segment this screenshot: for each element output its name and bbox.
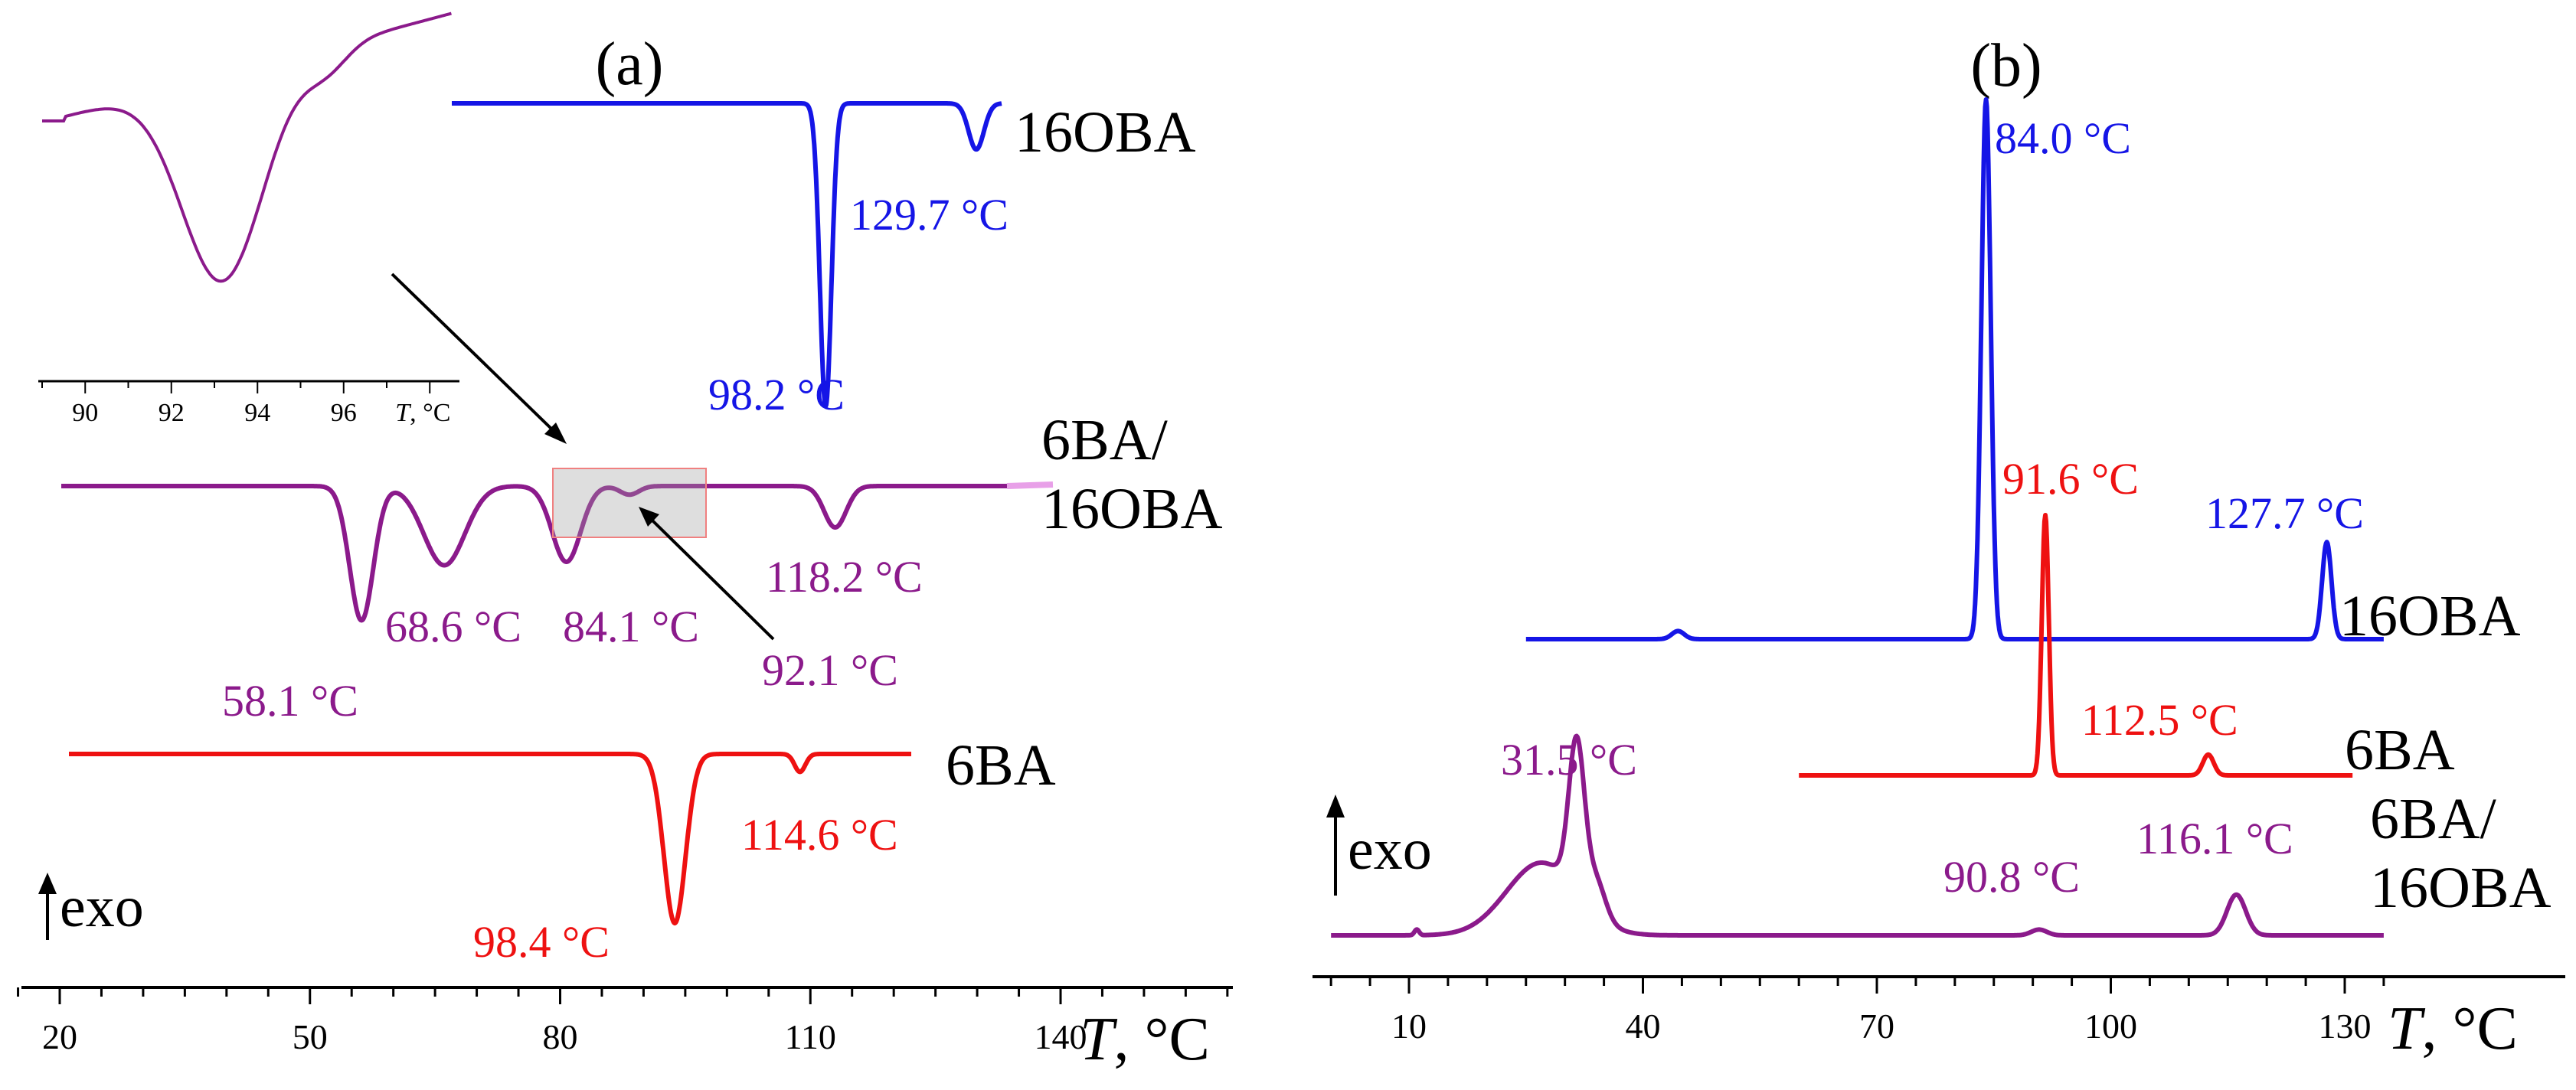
inset-tick-label-96: 96 (331, 399, 357, 427)
inset-pointer-head (544, 423, 567, 444)
peak-label-6ba-16oba-4: 118.2 °C (766, 552, 923, 602)
inset-pointer-line (391, 272, 554, 432)
x-axis-title-b: T, °C (2388, 995, 2518, 1062)
peak-label-b-16oba-0: 84.0 °C (1995, 113, 2131, 163)
x-axis-title: T, °C (1080, 1006, 1210, 1073)
curve-6ba (67, 752, 913, 925)
peak-label-6ba-1: 114.6 °C (741, 810, 898, 860)
series-name-6ba-16oba-1: 16OBA (1041, 477, 1223, 541)
exo-arrow-head-b (1326, 795, 1345, 818)
exo-label: exo (60, 875, 144, 939)
curve-6ba-16oba (60, 484, 1008, 623)
inset-tick-label-90: 90 (72, 399, 98, 427)
peak-label-b-16oba-1: 127.7 °C (2205, 488, 2364, 538)
peak-label-b-6ba-16oba-1: 90.8 °C (1943, 852, 2080, 902)
exo-label-b: exo (1348, 818, 1432, 882)
curve-16oba (449, 101, 1004, 409)
x-tick-label-20: 20 (42, 1017, 77, 1056)
curve-b-6ba-16oba (1329, 733, 2385, 938)
series-name-b-16oba-0: 16OBA (2339, 584, 2521, 648)
peak-label-16oba-0: 98.2 °C (708, 370, 845, 419)
x-tick-label-b-100: 100 (2084, 1007, 2137, 1046)
inset-tick-label-94: 94 (244, 399, 270, 427)
peak-label-6ba-16oba-1: 68.6 °C (385, 602, 521, 651)
exo-arrow-head (38, 873, 57, 894)
series-name-6ba-0: 6BA (946, 733, 1056, 798)
peak-label-6ba-16oba-3: 92.1 °C (762, 645, 898, 695)
inset-tick-label-92: 92 (159, 399, 185, 427)
x-tick-label-b-130: 130 (2319, 1007, 2372, 1046)
panel-b: 10 40 70 100 130 T, °C (b) exo 84.0 °C 127.7 °C 16… (1313, 32, 2565, 1062)
peak-label-6ba-0: 98.4 °C (473, 917, 610, 967)
peak-label-b-6ba-1: 112.5 °C (2081, 695, 2238, 745)
peak-label-16oba-1: 129.7 °C (850, 190, 1008, 240)
x-tick-label-b-70: 70 (1859, 1007, 1894, 1046)
series-name-16oba-0: 16OBA (1015, 100, 1196, 165)
peak-label-b-6ba-16oba-2: 116.1 °C (2136, 814, 2293, 863)
x-tick-label-110: 110 (785, 1017, 836, 1056)
peak-pointer-line (651, 519, 775, 641)
peak-label-b-6ba-16oba-0: 31.5 °C (1501, 735, 1637, 785)
x-tick-label-80: 80 (543, 1017, 578, 1056)
x-tick-label-b-10: 10 (1391, 1007, 1427, 1046)
series-name-b-6ba-0: 6BA (2345, 718, 2455, 782)
curve-tail (1006, 481, 1054, 489)
inset-axis-title: T, °C (395, 399, 450, 427)
x-tick-label-140: 140 (1035, 1017, 1087, 1056)
inset-zoom: 90 92 94 96 T, °C (38, 11, 459, 427)
panel-label-b: (b) (1970, 32, 2042, 100)
peak-label-b-6ba-0: 91.6 °C (2002, 454, 2139, 504)
curve-b-6ba (1797, 513, 2355, 778)
zoom-highlight-box (552, 468, 707, 538)
peak-label-6ba-16oba-0: 58.1 °C (222, 676, 358, 726)
inset-curve (42, 11, 452, 283)
curve-b-16oba (1524, 97, 2385, 641)
peak-pointer-head (639, 507, 659, 527)
peak-label-6ba-16oba-2: 84.1 °C (563, 602, 699, 651)
series-name-b-6ba-16oba-0: 6BA/ (2370, 787, 2497, 851)
series-name-6ba-16oba-0: 6BA/ (1041, 408, 1169, 472)
x-tick-label-b-40: 40 (1626, 1007, 1661, 1046)
x-tick-label-50: 50 (293, 1017, 328, 1056)
panel-label-a: (a) (596, 31, 664, 98)
series-name-b-6ba-16oba-1: 16OBA (2370, 856, 2551, 920)
